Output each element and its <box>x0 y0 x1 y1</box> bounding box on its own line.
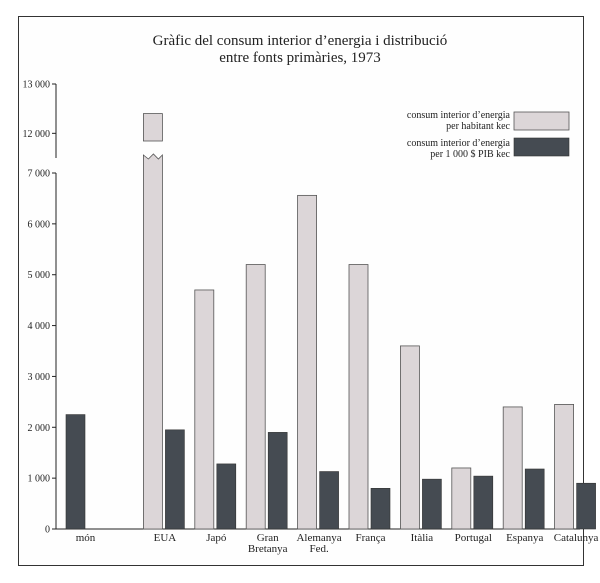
y-tick-label: 4 000 <box>28 321 51 332</box>
bar-per-habitant <box>502 406 523 530</box>
bar-per-habitant <box>245 264 266 530</box>
x-tick-label: EUA <box>154 532 177 544</box>
bar-per-habitant <box>297 194 318 530</box>
bar-per-habitant <box>554 403 574 530</box>
bar-per-pib <box>370 488 391 530</box>
y-tick-label: 7 000 <box>28 169 51 180</box>
x-tick-label: Fed. <box>309 543 329 555</box>
legend-swatch-per-habitant <box>513 111 570 131</box>
x-tick-label: món <box>76 532 96 544</box>
x-tick-label: Bretanya <box>248 543 288 555</box>
bar-per-pib <box>267 432 288 530</box>
bar-per-pib <box>65 414 86 530</box>
bar-per-pib <box>576 482 596 530</box>
bar-per-habitant <box>348 264 369 530</box>
bar-per-pib <box>216 463 237 530</box>
chart-title: Gràfic del consum interior d’energia i d… <box>153 33 448 49</box>
y-tick-label: 1 000 <box>28 474 51 485</box>
y-tick-label: 2 000 <box>28 423 51 434</box>
chart-subtitle: entre fonts primàries, 1973 <box>219 50 381 66</box>
bar-per-pib <box>473 475 494 530</box>
legend-swatch-per-pib <box>513 137 570 157</box>
bar-per-pib <box>165 429 185 530</box>
bar-per-habitant <box>142 113 163 142</box>
x-tick-label: Espanya <box>506 532 543 544</box>
x-tick-label: Alemanya <box>296 532 341 544</box>
bar-per-habitant <box>451 467 472 530</box>
x-tick-label: Japó <box>206 532 227 544</box>
y-tick-label: 13 000 <box>23 80 51 91</box>
bar-per-habitant-lower <box>143 153 163 530</box>
x-tick-label: Itàlia <box>411 532 434 544</box>
y-tick-label: 3 000 <box>28 372 51 383</box>
x-tick-label: França <box>356 532 386 544</box>
bar-per-pib <box>319 471 339 530</box>
x-tick-label: Catalunya <box>554 532 599 544</box>
x-tick-label: Portugal <box>455 532 492 544</box>
legend-label: consum interior d’energia <box>407 110 511 121</box>
legend-label: per habitant kec <box>446 121 510 132</box>
y-tick-label: 6 000 <box>28 219 51 230</box>
legend-label: consum interior d’energia <box>407 138 511 149</box>
legend-label: per 1 000 $ PIB kec <box>430 149 510 160</box>
bar-per-habitant <box>399 345 420 530</box>
y-tick-label: 5 000 <box>28 270 51 281</box>
y-tick-label: 12 000 <box>23 129 51 140</box>
bar-per-pib <box>524 468 545 530</box>
y-tick-label: 0 <box>45 525 50 536</box>
x-tick-label: Gran <box>257 532 279 544</box>
bar-per-pib <box>422 478 442 530</box>
bar-per-habitant <box>194 289 215 530</box>
